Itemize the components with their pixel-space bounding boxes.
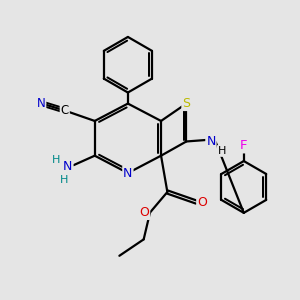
Text: H: H bbox=[60, 175, 68, 185]
Text: N: N bbox=[206, 135, 216, 148]
Text: C: C bbox=[61, 104, 69, 117]
Text: N: N bbox=[37, 97, 45, 110]
Text: O: O bbox=[140, 206, 149, 219]
Text: O: O bbox=[197, 196, 207, 208]
Text: S: S bbox=[182, 97, 190, 110]
Text: F: F bbox=[240, 140, 247, 152]
Text: N: N bbox=[123, 167, 133, 180]
Text: H: H bbox=[52, 155, 60, 165]
Text: N: N bbox=[63, 160, 73, 173]
Text: H: H bbox=[218, 146, 226, 156]
